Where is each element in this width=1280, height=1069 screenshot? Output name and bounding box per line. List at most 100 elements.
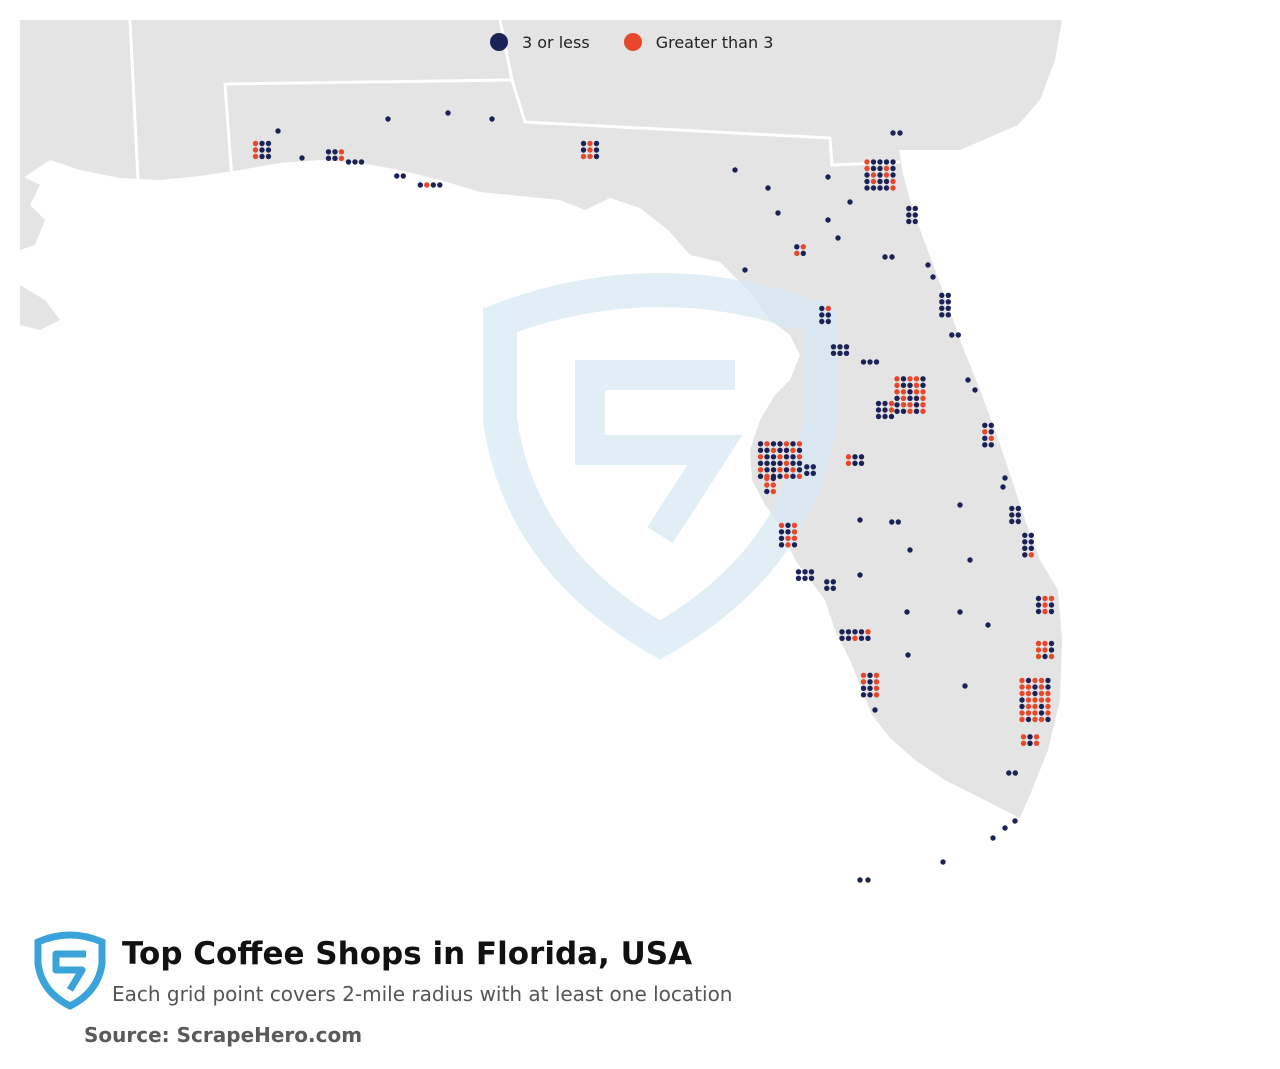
grid-point-low <box>882 407 888 413</box>
grid-point-low <box>913 408 920 414</box>
grid-point-low <box>764 467 770 473</box>
grid-point-low <box>906 212 912 218</box>
grid-point-low <box>894 402 900 408</box>
grid-point-low <box>955 332 961 338</box>
grid-point-low <box>777 441 783 447</box>
grid-point-high <box>1035 640 1042 647</box>
grid-point-high <box>913 376 920 382</box>
grid-point-high <box>770 482 776 488</box>
grid-point-low <box>825 174 831 180</box>
grid-point-low <box>825 312 831 318</box>
grid-point-low <box>795 569 802 575</box>
grid-point-high <box>770 488 776 495</box>
grid-point-low <box>825 318 831 325</box>
grid-point-low <box>1022 545 1028 551</box>
grid-point-low <box>857 517 863 523</box>
grid-point-low <box>489 116 495 122</box>
grid-point-low <box>925 262 931 268</box>
legend-item-low: 3 or less <box>490 33 590 52</box>
grid-point-low <box>907 547 913 553</box>
grid-point-low <box>985 622 991 628</box>
grid-point-high <box>1042 608 1048 615</box>
grid-point-low <box>1028 532 1035 538</box>
grid-point-low <box>889 519 895 525</box>
grid-point-low <box>1015 505 1021 512</box>
grid-point-low <box>882 413 888 420</box>
grid-point-high <box>791 535 798 541</box>
grid-point-low <box>1019 703 1025 710</box>
grid-point-low <box>770 460 777 466</box>
grid-point-low <box>870 185 877 191</box>
grid-point-low <box>890 130 896 136</box>
grid-point-high <box>1019 684 1025 690</box>
grid-point-high <box>852 635 858 641</box>
grid-point-low <box>845 635 852 641</box>
grid-point-low <box>1038 703 1045 710</box>
grid-point-low <box>872 707 878 713</box>
grid-point-low <box>900 382 907 388</box>
grid-point-low <box>1027 734 1033 740</box>
grid-point-low <box>808 569 815 575</box>
grid-point-low <box>437 182 443 188</box>
legend-dot-low <box>490 33 508 51</box>
grid-point-low <box>940 859 946 865</box>
grid-point-high <box>1045 690 1051 697</box>
grid-point-low <box>796 447 803 453</box>
grid-point-low <box>988 422 994 428</box>
grid-point-high <box>587 147 593 153</box>
grid-point-low <box>830 585 836 591</box>
grid-point-high <box>785 535 791 541</box>
grid-point-low <box>920 376 926 382</box>
grid-point-high <box>1020 740 1027 746</box>
grid-point-low <box>778 535 785 541</box>
grid-point-high <box>907 408 913 414</box>
grid-point-low <box>907 389 913 395</box>
grid-point-high <box>796 473 803 479</box>
grid-point-low <box>877 172 883 178</box>
grid-point-low <box>912 212 918 218</box>
grid-point-low <box>900 376 907 382</box>
grid-point-low <box>352 159 358 165</box>
grid-point-low <box>875 400 882 407</box>
grid-point-low <box>1028 539 1035 545</box>
grid-point-high <box>1038 690 1045 697</box>
grid-point-low <box>1038 710 1045 716</box>
grid-point-low <box>1022 532 1028 538</box>
grid-point-low <box>1022 539 1028 545</box>
grid-point-low <box>593 140 600 147</box>
grid-point-low <box>804 464 810 470</box>
grid-point-low <box>804 470 810 476</box>
grid-point-low <box>830 350 837 356</box>
grid-point-high <box>796 454 803 460</box>
grid-point-low <box>895 519 901 525</box>
grid-point-low <box>1009 518 1015 525</box>
grid-point-low <box>777 447 783 453</box>
west-coast-land <box>20 175 60 330</box>
grid-point-high <box>883 165 890 172</box>
grid-point-low <box>888 413 895 420</box>
grid-point-low <box>907 382 913 388</box>
legend-label-high: Greater than 3 <box>655 32 774 52</box>
grid-point-low <box>945 312 951 318</box>
grid-point-high <box>790 447 796 453</box>
grid-point-high <box>764 441 770 447</box>
grid-point-low <box>939 305 945 311</box>
grid-point-high <box>865 629 871 635</box>
grid-point-high <box>913 382 920 388</box>
grid-point-low <box>778 529 785 535</box>
grid-point-high <box>783 473 790 479</box>
grid-point-low <box>870 165 877 172</box>
grid-point-low <box>325 155 332 161</box>
grid-point-low <box>757 447 764 453</box>
grid-point-low <box>1045 677 1051 684</box>
grid-point-low <box>982 442 988 448</box>
grid-point-low <box>877 165 883 172</box>
grid-point-low <box>843 350 850 356</box>
grid-point-low <box>839 629 845 635</box>
grid-point-low <box>830 344 837 350</box>
grid-point-low <box>394 173 400 179</box>
grid-point-high <box>580 153 587 160</box>
grid-point-high <box>770 447 777 453</box>
grid-point-low <box>912 218 918 225</box>
grid-point-low <box>1002 825 1008 831</box>
